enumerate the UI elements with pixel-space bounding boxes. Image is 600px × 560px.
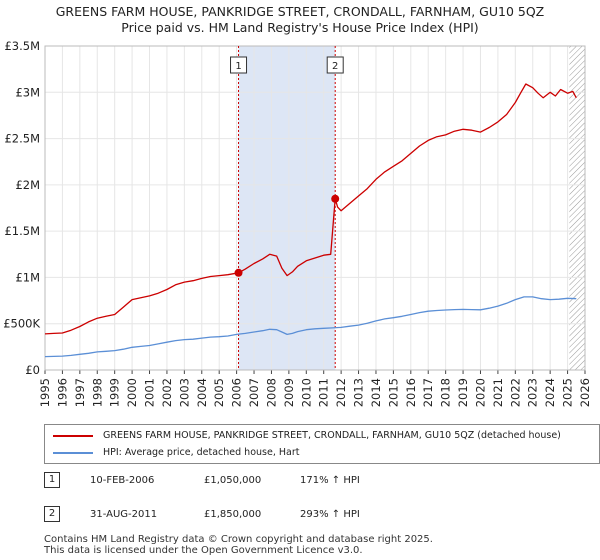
transaction-row: 2 31-AUG-2011 £1,850,000 293% ↑ HPI bbox=[44, 504, 584, 526]
x-tick-label: 2004 bbox=[195, 378, 209, 407]
sale-marker-box bbox=[230, 56, 248, 74]
legend-label-property: GREENS FARM HOUSE, PANKRIDGE STREET, CRO… bbox=[103, 430, 561, 441]
y-tick-label: £2.5M bbox=[4, 132, 40, 146]
x-tick-label: 2015 bbox=[386, 378, 400, 407]
hatched-forecast-region bbox=[569, 46, 585, 370]
x-tick-label: 2021 bbox=[491, 378, 505, 407]
transaction-number: 1 bbox=[44, 472, 60, 488]
sale-marker-label: 2 bbox=[332, 61, 338, 72]
x-tick-label: 1997 bbox=[73, 378, 87, 407]
legend-item-hpi: HPI: Average price, detached house, Hart bbox=[53, 445, 299, 461]
x-tick-label: 2005 bbox=[212, 378, 226, 407]
x-tick-label: 1998 bbox=[90, 378, 104, 407]
x-tick-label: 2014 bbox=[369, 378, 383, 407]
y-tick-label: £500K bbox=[3, 317, 40, 331]
x-tick-label: 1996 bbox=[55, 378, 69, 407]
x-tick-label: 1995 bbox=[38, 378, 52, 407]
x-tick-label: 2020 bbox=[473, 378, 487, 407]
transaction-hpi: 293% ↑ HPI bbox=[300, 509, 360, 520]
legend-swatch-hpi bbox=[53, 451, 93, 454]
x-tick-label: 2022 bbox=[508, 378, 522, 407]
transaction-price: £1,850,000 bbox=[204, 509, 262, 520]
y-tick-label: £3M bbox=[15, 85, 40, 99]
x-tick-label: 2017 bbox=[421, 378, 435, 407]
x-tick-label: 2003 bbox=[177, 378, 191, 407]
legend-item-property: GREENS FARM HOUSE, PANKRIDGE STREET, CRO… bbox=[53, 428, 561, 444]
transaction-number: 2 bbox=[44, 506, 60, 522]
y-tick-label: £3.5M bbox=[4, 39, 40, 53]
footer-copyright: Contains HM Land Registry data © Crown c… bbox=[44, 534, 433, 545]
transaction-date: 31-AUG-2011 bbox=[90, 509, 158, 520]
transaction-date: 10-FEB-2006 bbox=[90, 475, 155, 486]
transaction-hpi: 171% ↑ HPI bbox=[300, 475, 360, 486]
x-tick-label: 2000 bbox=[125, 378, 139, 407]
x-tick-label: 2009 bbox=[282, 378, 296, 407]
y-tick-label: £2M bbox=[15, 178, 40, 192]
x-tick-label: 2008 bbox=[264, 378, 278, 407]
transaction-price: £1,050,000 bbox=[204, 475, 262, 486]
x-tick-label: 2011 bbox=[317, 378, 331, 407]
x-tick-label: 2007 bbox=[247, 378, 261, 407]
plot-frame bbox=[44, 45, 586, 371]
sale-marker-box bbox=[326, 56, 344, 74]
y-tick-label: £1M bbox=[15, 270, 40, 284]
x-tick-label: 2025 bbox=[561, 378, 575, 407]
shaded-ownership-region bbox=[238, 46, 336, 370]
legend: GREENS FARM HOUSE, PANKRIDGE STREET, CRO… bbox=[44, 424, 600, 464]
sale-point bbox=[234, 268, 243, 277]
legend-swatch-property bbox=[53, 434, 93, 437]
sale-marker-label: 1 bbox=[235, 61, 241, 72]
x-tick-label: 2018 bbox=[439, 378, 453, 407]
x-tick-label: 2012 bbox=[334, 378, 348, 407]
x-tick-label: 1999 bbox=[108, 378, 122, 407]
footer-licence: This data is licensed under the Open Gov… bbox=[44, 545, 363, 556]
chart-subtitle: Price paid vs. HM Land Registry's House … bbox=[121, 20, 479, 35]
x-tick-label: 2024 bbox=[543, 378, 557, 407]
price-chart: £0 £500K £1M £1.5M £2M £2.5M £3M £3.5M 1995 1996 1… bbox=[3, 39, 592, 407]
x-tick-label: 2006 bbox=[230, 378, 244, 407]
y-tick-label: £1.5M bbox=[4, 224, 40, 238]
sale-point bbox=[331, 194, 340, 203]
transaction-row: 1 10-FEB-2006 £1,050,000 171% ↑ HPI bbox=[44, 470, 584, 492]
x-tick-label: 2019 bbox=[456, 378, 470, 407]
x-tick-label: 2001 bbox=[143, 378, 157, 407]
hpi-line bbox=[44, 296, 577, 358]
chart-title: GREENS FARM HOUSE, PANKRIDGE STREET, CRO… bbox=[55, 4, 545, 19]
x-tick-label: 2002 bbox=[160, 378, 174, 407]
legend-label-hpi: HPI: Average price, detached house, Hart bbox=[103, 447, 300, 458]
property-price-line bbox=[44, 83, 577, 335]
x-tick-label: 2016 bbox=[404, 378, 418, 407]
x-tick-label: 2010 bbox=[299, 378, 313, 407]
x-tick-label: 2023 bbox=[526, 378, 540, 407]
x-tick-label: 2026 bbox=[578, 378, 592, 407]
x-tick-label: 2013 bbox=[352, 378, 366, 407]
y-tick-label: £0 bbox=[25, 363, 40, 377]
